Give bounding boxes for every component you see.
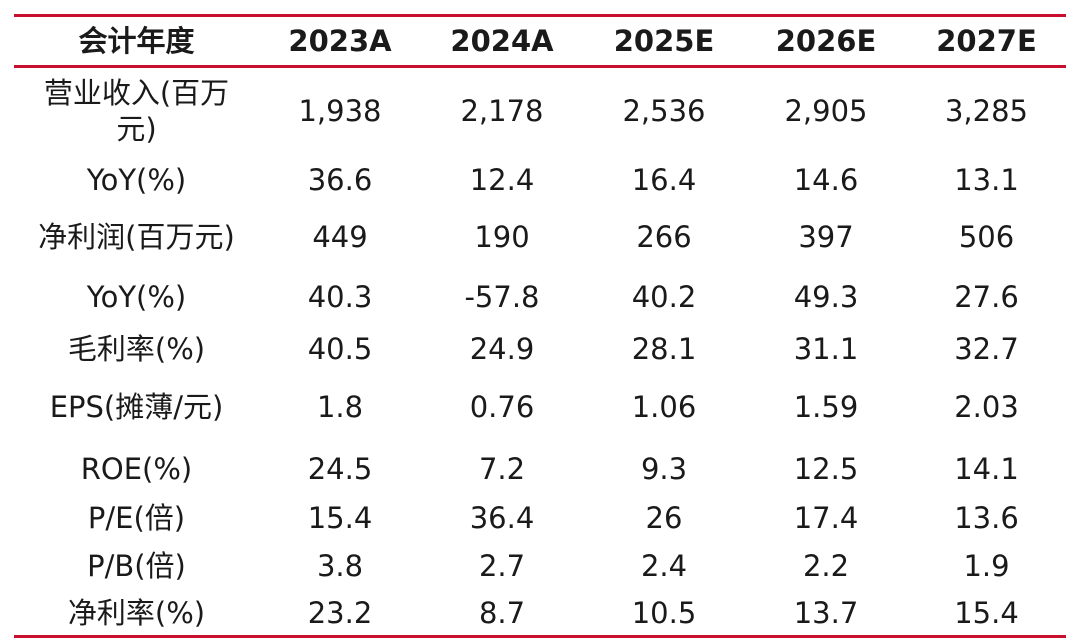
table-row: YoY(%) 36.6 12.4 16.4 14.6 13.1 bbox=[14, 154, 1066, 205]
row-label: 净利润(百万元) bbox=[38, 219, 235, 254]
table-cell: 10.5 bbox=[631, 596, 697, 630]
table-cell: 2,536 bbox=[622, 94, 706, 128]
header-fiscal-year: 会计年度 bbox=[78, 24, 195, 58]
table-row: 营业收入(百万元) 1,938 2,178 2,536 2,905 3,285 bbox=[14, 68, 1066, 154]
table-row: 净利率(%) 23.2 8.7 10.5 13.7 15.4 bbox=[14, 591, 1066, 635]
table-row: ROE(%) 24.5 7.2 9.3 12.5 14.1 bbox=[14, 441, 1066, 496]
header-2026e: 2026E bbox=[775, 24, 877, 58]
table-cell: 40.3 bbox=[307, 279, 373, 314]
table-cell: 31.1 bbox=[793, 332, 859, 366]
header-2025e: 2025E bbox=[613, 24, 715, 58]
table-cell: 2,178 bbox=[460, 94, 544, 128]
table-cell: 9.3 bbox=[640, 451, 688, 486]
table-cell: 2.2 bbox=[802, 548, 850, 583]
row-label: P/E(倍) bbox=[87, 501, 186, 535]
table-cell: 16.4 bbox=[631, 162, 697, 197]
table-cell: 1,938 bbox=[298, 94, 382, 128]
table-cell: 1.9 bbox=[963, 548, 1010, 583]
table-cell: 1.59 bbox=[793, 390, 859, 424]
header-2027e: 2027E bbox=[936, 24, 1037, 58]
table-cell: 24.5 bbox=[307, 451, 373, 486]
header-row: 会计年度 2023A 2024A 2025E 2026E 2027E bbox=[14, 17, 1066, 65]
table-cell: -57.8 bbox=[464, 279, 540, 314]
row-label: YoY(%) bbox=[86, 162, 187, 197]
table-cell: 266 bbox=[636, 219, 692, 254]
table-cell: 506 bbox=[958, 219, 1015, 254]
table-cell: 2.03 bbox=[954, 390, 1019, 424]
table-cell: 3.8 bbox=[316, 548, 364, 583]
row-label: 净利率(%) bbox=[67, 596, 206, 630]
header-2023a: 2023A bbox=[288, 24, 392, 58]
table-cell: 13.7 bbox=[793, 596, 859, 630]
table-cell: 449 bbox=[312, 219, 368, 254]
table-cell: 15.4 bbox=[954, 596, 1019, 630]
table-cell: 32.7 bbox=[954, 332, 1019, 366]
table-cell: 49.3 bbox=[793, 279, 859, 314]
table-cell: 40.5 bbox=[307, 332, 373, 366]
table-cell: 190 bbox=[474, 219, 530, 254]
table-row: EPS(摊薄/元) 1.8 0.76 1.06 1.59 2.03 bbox=[14, 373, 1066, 441]
table-cell: 36.4 bbox=[469, 501, 535, 535]
table-cell: 13.6 bbox=[954, 501, 1019, 535]
table-cell: 12.5 bbox=[793, 451, 859, 486]
table-row: 净利润(百万元) 449 190 266 397 506 bbox=[14, 205, 1066, 268]
row-label: YoY(%) bbox=[86, 279, 187, 314]
table-cell: 7.2 bbox=[478, 451, 526, 486]
table-cell: 397 bbox=[798, 219, 854, 254]
table-cell: 3,285 bbox=[944, 94, 1029, 128]
table-cell: 28.1 bbox=[631, 332, 697, 366]
table-cell: 0.76 bbox=[469, 390, 535, 424]
table-cell: 12.4 bbox=[469, 162, 535, 197]
table-cell: 23.2 bbox=[307, 596, 373, 630]
row-label: 毛利率(%) bbox=[67, 332, 206, 366]
row-label: 营业收入(百万元) bbox=[43, 76, 230, 146]
row-label: ROE(%) bbox=[80, 451, 193, 486]
table-row: P/E(倍) 15.4 36.4 26 17.4 13.6 bbox=[14, 496, 1066, 540]
header-2024a: 2024A bbox=[450, 24, 554, 58]
table-row: P/B(倍) 3.8 2.7 2.4 2.2 1.9 bbox=[14, 540, 1066, 591]
table-cell: 36.6 bbox=[307, 162, 373, 197]
table-cell: 40.2 bbox=[631, 279, 697, 314]
table-cell: 2.4 bbox=[640, 548, 688, 583]
table-cell: 27.6 bbox=[954, 279, 1019, 314]
table-cell: 1.06 bbox=[631, 390, 697, 424]
table-cell: 17.4 bbox=[793, 501, 859, 535]
table-cell: 14.6 bbox=[793, 162, 859, 197]
table-row: YoY(%) 40.3 -57.8 40.2 49.3 27.6 bbox=[14, 268, 1066, 325]
table-row: 毛利率(%) 40.5 24.9 28.1 31.1 32.7 bbox=[14, 325, 1066, 373]
top-rule bbox=[14, 14, 1066, 17]
table-cell: 15.4 bbox=[307, 501, 373, 535]
row-label: P/B(倍) bbox=[87, 548, 186, 583]
header-rule bbox=[14, 65, 1066, 68]
table-cell: 2,905 bbox=[784, 94, 868, 128]
table-cell: 14.1 bbox=[954, 451, 1019, 486]
table-cell: 13.1 bbox=[954, 162, 1019, 197]
table-cell: 26 bbox=[645, 501, 683, 535]
table-cell: 1.8 bbox=[316, 390, 364, 424]
table-cell: 2.7 bbox=[478, 548, 526, 583]
table-cell: 24.9 bbox=[469, 332, 535, 366]
table-cell: 8.7 bbox=[478, 596, 526, 630]
financial-forecast-table: 会计年度 2023A 2024A 2025E 2026E 2027E 营业收入(… bbox=[14, 14, 1066, 638]
row-label: EPS(摊薄/元) bbox=[49, 390, 224, 424]
